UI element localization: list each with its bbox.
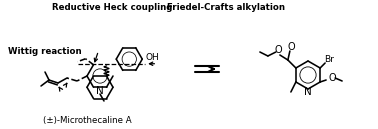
Text: (±)-Microthecaline A: (±)-Microthecaline A xyxy=(43,116,131,126)
Text: O: O xyxy=(274,45,282,55)
Text: O: O xyxy=(287,42,295,52)
Text: N: N xyxy=(96,86,104,96)
Text: O: O xyxy=(328,73,336,83)
Text: Friedel-Crafts alkylation: Friedel-Crafts alkylation xyxy=(167,2,285,11)
Text: N: N xyxy=(304,87,312,97)
Text: Br: Br xyxy=(324,54,334,63)
Text: Wittig reaction: Wittig reaction xyxy=(8,47,82,57)
Text: Reductive Heck coupling: Reductive Heck coupling xyxy=(52,2,172,11)
Text: OH: OH xyxy=(146,53,159,62)
